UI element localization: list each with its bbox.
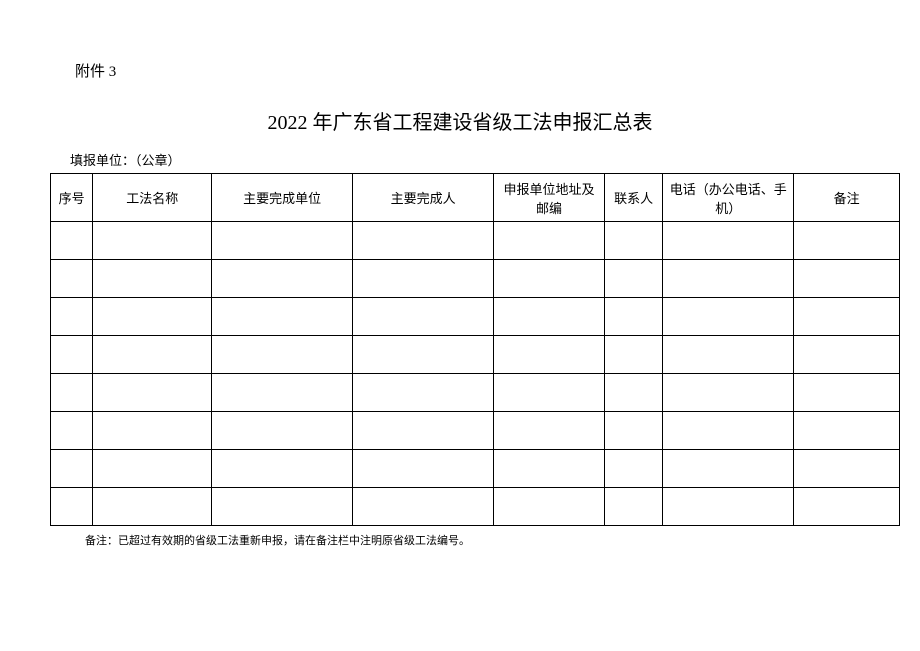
table-row (51, 374, 900, 412)
table-cell (51, 222, 93, 260)
table-cell (93, 374, 212, 412)
header-remark: 备注 (794, 174, 900, 222)
table-header-row: 序号 工法名称 主要完成单位 主要完成人 申报单位地址及邮编 联系人 电话（办公… (51, 174, 900, 222)
table-cell (494, 336, 605, 374)
header-contact: 联系人 (604, 174, 662, 222)
table-cell (212, 412, 353, 450)
table-cell (604, 298, 662, 336)
table-cell (794, 450, 900, 488)
table-cell (604, 450, 662, 488)
table-cell (663, 298, 794, 336)
table-cell (794, 488, 900, 526)
table-cell (494, 488, 605, 526)
table-cell (51, 336, 93, 374)
table-cell (212, 374, 353, 412)
table-cell (663, 488, 794, 526)
table-cell (51, 450, 93, 488)
table-cell (353, 488, 494, 526)
table-cell (794, 298, 900, 336)
table-cell (494, 450, 605, 488)
table-cell (93, 260, 212, 298)
table-cell (604, 374, 662, 412)
table-cell (51, 260, 93, 298)
table-row (51, 336, 900, 374)
table-cell (212, 488, 353, 526)
table-cell (353, 412, 494, 450)
table-cell (93, 450, 212, 488)
header-method-name: 工法名称 (93, 174, 212, 222)
table-cell (663, 412, 794, 450)
table-row (51, 298, 900, 336)
reporting-unit-label: 填报单位：（公章） (70, 150, 870, 169)
table-row (51, 488, 900, 526)
application-summary-table: 序号 工法名称 主要完成单位 主要完成人 申报单位地址及邮编 联系人 电话（办公… (50, 173, 900, 526)
table-cell (663, 450, 794, 488)
table-cell (794, 336, 900, 374)
page-title: 2022 年广东省工程建设省级工法申报汇总表 (50, 106, 870, 135)
table-cell (663, 222, 794, 260)
table-cell (51, 488, 93, 526)
header-address: 申报单位地址及邮编 (494, 174, 605, 222)
table-cell (93, 222, 212, 260)
table-cell (212, 336, 353, 374)
table-cell (494, 260, 605, 298)
header-phone: 电话（办公电话、手机） (663, 174, 794, 222)
table-cell (353, 450, 494, 488)
table-cell (794, 374, 900, 412)
table-cell (794, 412, 900, 450)
header-seq: 序号 (51, 174, 93, 222)
table-cell (353, 298, 494, 336)
table-cell (93, 336, 212, 374)
header-main-unit: 主要完成单位 (212, 174, 353, 222)
table-cell (663, 336, 794, 374)
table-cell (494, 222, 605, 260)
table-cell (353, 222, 494, 260)
table-cell (604, 260, 662, 298)
table-cell (494, 412, 605, 450)
table-cell (604, 336, 662, 374)
table-cell (212, 222, 353, 260)
table-cell (212, 260, 353, 298)
attachment-label: 附件 3 (75, 60, 870, 81)
table-cell (794, 260, 900, 298)
table-cell (51, 298, 93, 336)
table-cell (353, 336, 494, 374)
table-row (51, 260, 900, 298)
table-cell (51, 412, 93, 450)
table-cell (494, 374, 605, 412)
table-row (51, 222, 900, 260)
table-cell (212, 298, 353, 336)
table-cell (663, 374, 794, 412)
table-row (51, 412, 900, 450)
table-cell (794, 222, 900, 260)
table-cell (212, 450, 353, 488)
table-cell (93, 412, 212, 450)
table-cell (663, 260, 794, 298)
table-cell (353, 374, 494, 412)
table-cell (93, 298, 212, 336)
table-cell (51, 374, 93, 412)
table-cell (604, 222, 662, 260)
footnote: 备注：已超过有效期的省级工法重新申报，请在备注栏中注明原省级工法编号。 (85, 532, 870, 548)
table-body (51, 222, 900, 526)
table-cell (353, 260, 494, 298)
table-cell (604, 412, 662, 450)
header-main-person: 主要完成人 (353, 174, 494, 222)
table-cell (93, 488, 212, 526)
table-row (51, 450, 900, 488)
table-cell (494, 298, 605, 336)
table-cell (604, 488, 662, 526)
